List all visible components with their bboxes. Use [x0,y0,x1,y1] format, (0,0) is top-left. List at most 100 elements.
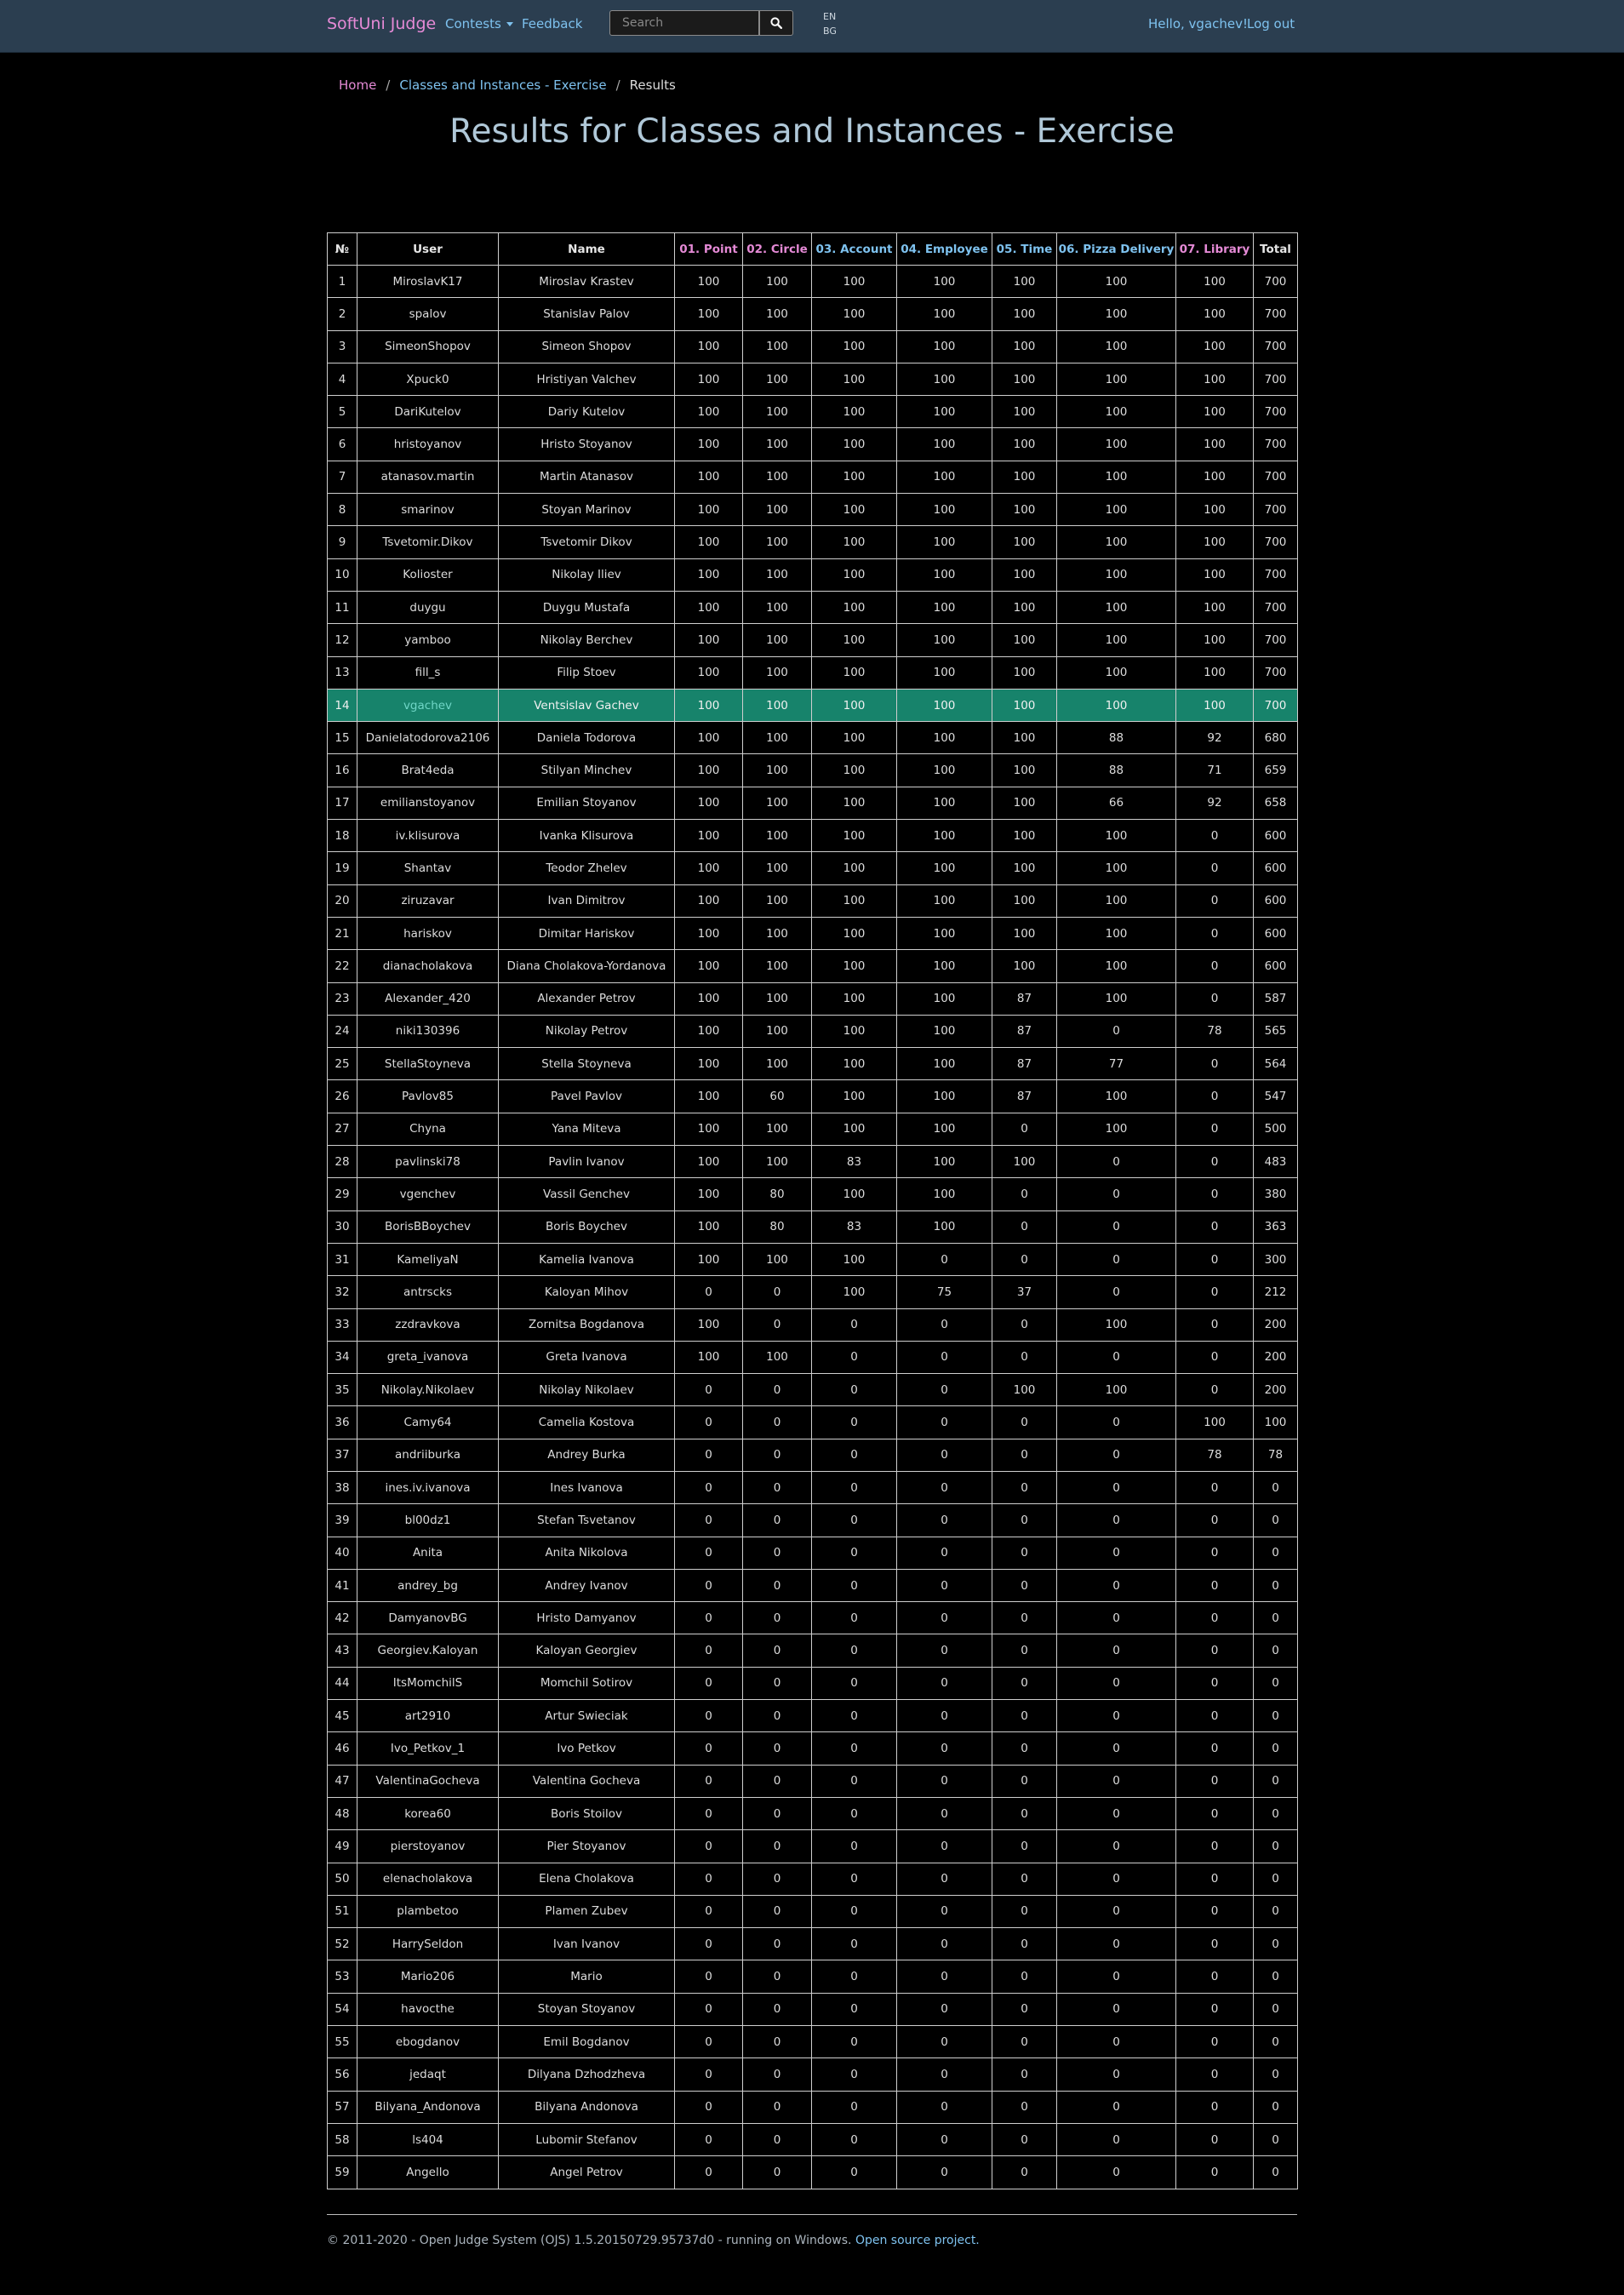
user-cell[interactable]: Angello [357,2155,499,2189]
user-cell[interactable]: elenacholakova [357,1862,499,1896]
name-cell: Teodor Zhelev [498,851,675,885]
user-cell[interactable]: Xpuck0 [357,362,499,397]
feedback-link[interactable]: Feedback [522,16,583,31]
user-cell[interactable]: antrscks [357,1275,499,1309]
user-cell[interactable]: Nikolay.Nikolaev [357,1373,499,1407]
user-cell[interactable]: SimeonShopov [357,329,499,363]
user-cell[interactable]: ls404 [357,2122,499,2157]
user-cell[interactable]: StellaStoyneva [357,1047,499,1081]
col-task-5-header[interactable]: 05. Time [992,232,1057,266]
table-row: 32 antrscks Kaloyan Mihov 0 0 100 75 37 0 0 212 [327,1275,1298,1309]
user-cell[interactable]: KameliyaN [357,1242,499,1277]
user-cell[interactable]: MiroslavK17 [357,264,499,299]
user-cell[interactable]: yamboo [357,623,499,657]
user-cell[interactable]: zzdravkova [357,1308,499,1342]
user-cell[interactable]: ItsMomchilS [357,1666,499,1701]
user-cell[interactable]: greta_ivanova [357,1340,499,1375]
col-task-2-header[interactable]: 02. Circle [742,232,812,266]
user-cell[interactable]: fill_s [357,655,499,690]
score-cell: 100 [674,427,743,461]
breadcrumb-contest[interactable]: Classes and Instances - Exercise [399,77,607,93]
user-cell[interactable]: andriiburka [357,1438,499,1472]
user-cell[interactable]: BorisBBoychev [357,1210,499,1244]
user-cell[interactable]: pierstoyanov [357,1829,499,1863]
user-cell[interactable]: Chyna [357,1112,499,1147]
score-cell: 100 [992,655,1057,690]
open-source-link[interactable]: Open source project. [855,2234,980,2247]
score-cell: 100 [742,395,812,429]
user-cell[interactable]: atanasov.martin [357,460,499,495]
total-cell: 0 [1253,1568,1298,1603]
user-cell[interactable]: dianacholakova [357,949,499,983]
user-cell[interactable]: Georgiev.Kaloyan [357,1634,499,1668]
col-task-7-header[interactable]: 07. Library [1175,232,1254,266]
search-button[interactable] [759,10,793,36]
user-cell[interactable]: Shantav [357,851,499,885]
user-cell[interactable]: Bilyana_Andonova [357,2090,499,2124]
user-cell[interactable]: Ivo_Petkov_1 [357,1731,499,1766]
search-input[interactable] [609,10,759,36]
user-cell[interactable]: smarinov [357,493,499,527]
col-task-1-header[interactable]: 01. Point [674,232,743,266]
user-cell[interactable]: vgenchev [357,1177,499,1211]
lang-bg-link[interactable]: BG [823,26,837,37]
user-cell[interactable]: korea60 [357,1796,499,1831]
user-cell[interactable]: Brat4eda [357,753,499,787]
col-task-3-header[interactable]: 03. Account [811,232,897,266]
user-cell[interactable]: Danielatodorova2106 [357,721,499,755]
table-row: 54 havocthe Stoyan Stoyanov 0 0 0 0 0 0 0 0 [327,1992,1298,2027]
score-cell: 100 [1175,329,1254,363]
user-cell[interactable]: iv.klisurova [357,819,499,853]
user-cell[interactable]: havocthe [357,1992,499,2027]
score-cell: 0 [1175,1568,1254,1603]
user-cell[interactable]: emilianstoyanov [357,786,499,821]
score-cell: 0 [674,1960,743,1994]
score-cell: 100 [811,1047,897,1081]
user-cell[interactable]: jedaqt [357,2057,499,2092]
score-cell: 100 [1056,427,1176,461]
user-cell[interactable]: andrey_bg [357,1568,499,1603]
user-cell[interactable]: vgachev [357,688,499,723]
user-cell[interactable]: ebogdanov [357,2025,499,2059]
contests-dropdown[interactable]: Contests [445,16,513,31]
user-cell[interactable]: niki130396 [357,1014,499,1049]
user-cell[interactable]: Kolioster [357,558,499,592]
user-cell[interactable]: Mario206 [357,1960,499,1994]
user-cell[interactable]: Camy64 [357,1405,499,1439]
score-cell: 0 [1175,1047,1254,1081]
user-cell[interactable]: pavlinski78 [357,1145,499,1179]
user-cell[interactable]: Tsvetomir.Dikov [357,525,499,559]
user-cell[interactable]: ziruzavar [357,884,499,918]
user-cell[interactable]: ValentinaGocheva [357,1764,499,1798]
user-cell[interactable]: art2910 [357,1699,499,1733]
rank-cell: 48 [327,1796,357,1831]
user-cell[interactable]: bl00dz1 [357,1503,499,1537]
breadcrumb-home[interactable]: Home [339,77,377,93]
user-greeting-link[interactable]: Hello, vgachev! [1148,16,1249,31]
user-cell[interactable]: Alexander_420 [357,982,499,1016]
brand-link[interactable]: SoftUni Judge [327,14,437,33]
user-cell[interactable]: Pavlov85 [357,1079,499,1113]
user-cell[interactable]: DariKutelov [357,395,499,429]
table-row: 25 StellaStoyneva Stella Stoyneva 100 100 100… [327,1047,1298,1081]
score-cell: 0 [896,1601,992,1635]
page-title: Results for Classes and Instances - Exer… [449,112,1175,151]
user-cell[interactable]: DamyanovBG [357,1601,499,1635]
user-cell[interactable]: plambetoo [357,1894,499,1929]
col-task-6-header[interactable]: 06. Pizza Delivery [1056,232,1176,266]
user-cell[interactable]: hariskov [357,916,499,951]
logout-link[interactable]: Log out [1247,16,1295,31]
user-cell[interactable]: duygu [357,590,499,625]
user-cell[interactable]: HarrySeldon [357,1927,499,1961]
col-task-4-header[interactable]: 04. Employee [896,232,992,266]
user-cell[interactable]: Anita [357,1536,499,1570]
rank-cell: 39 [327,1503,357,1537]
total-cell: 0 [1253,1731,1298,1766]
rank-cell: 17 [327,786,357,821]
user-cell[interactable]: spalov [357,297,499,331]
user-cell[interactable]: hristoyanov [357,427,499,461]
score-cell: 0 [811,1438,897,1472]
user-cell[interactable]: ines.iv.ivanova [357,1470,499,1505]
score-cell: 0 [674,2025,743,2059]
lang-en-link[interactable]: EN [823,11,837,22]
